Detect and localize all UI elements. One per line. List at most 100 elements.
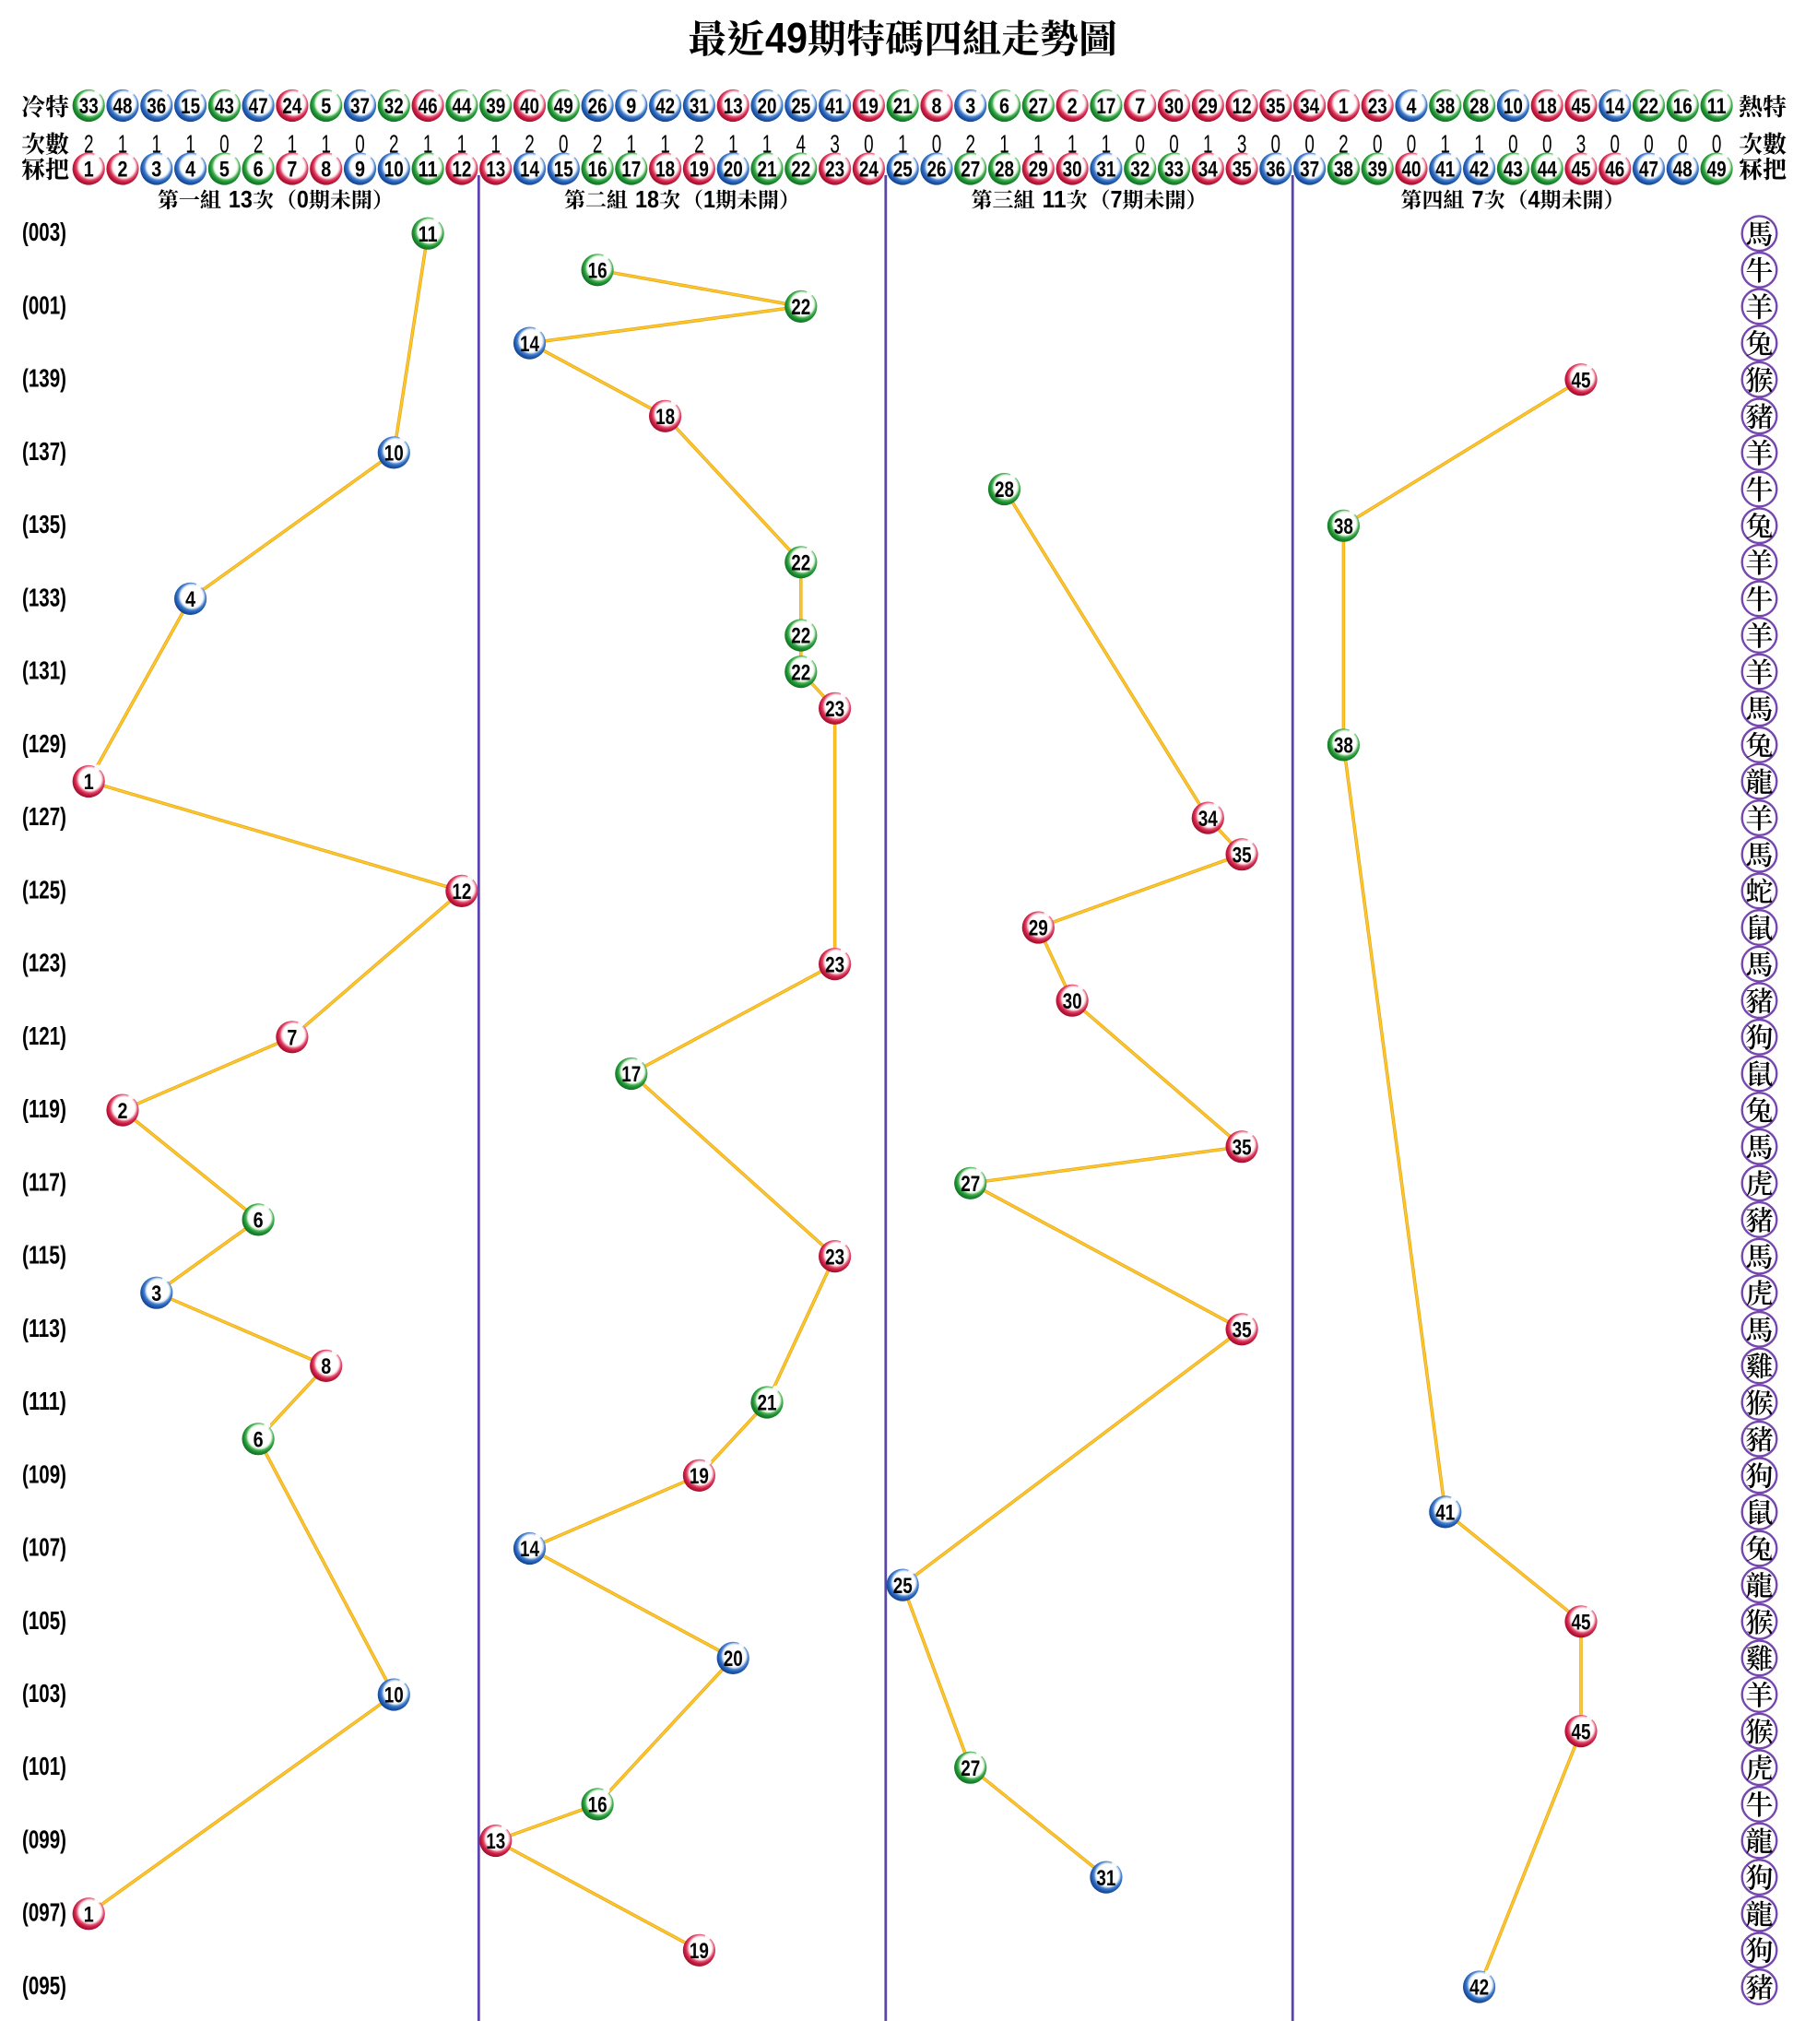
svg-text:23: 23 bbox=[825, 1245, 844, 1270]
svg-text:27: 27 bbox=[961, 1756, 980, 1781]
svg-text:44: 44 bbox=[452, 94, 472, 119]
svg-text:(139): (139) bbox=[22, 364, 66, 393]
svg-text:(101): (101) bbox=[22, 1752, 66, 1780]
svg-text:3: 3 bbox=[151, 158, 161, 183]
svg-text:1: 1 bbox=[898, 130, 908, 159]
svg-text:1: 1 bbox=[321, 130, 331, 159]
svg-text:29: 29 bbox=[1029, 916, 1048, 941]
svg-text:7: 7 bbox=[1472, 185, 1484, 213]
svg-text:1: 1 bbox=[457, 130, 467, 159]
svg-text:2: 2 bbox=[254, 130, 264, 159]
svg-text:30: 30 bbox=[1063, 158, 1082, 183]
svg-text:24: 24 bbox=[282, 94, 302, 119]
svg-text:(097): (097) bbox=[22, 1898, 66, 1927]
svg-text:1: 1 bbox=[660, 130, 670, 159]
svg-text:2: 2 bbox=[593, 130, 603, 159]
svg-text:(133): (133) bbox=[22, 583, 66, 611]
svg-text:0: 0 bbox=[297, 185, 309, 213]
svg-text:(001): (001) bbox=[22, 290, 66, 319]
svg-text:21: 21 bbox=[758, 158, 777, 183]
svg-text:2: 2 bbox=[118, 1099, 128, 1124]
svg-text:0: 0 bbox=[1373, 130, 1383, 159]
svg-text:0: 0 bbox=[219, 130, 230, 159]
svg-text:1: 1 bbox=[999, 130, 1009, 159]
svg-text:26: 26 bbox=[927, 158, 947, 183]
svg-text:16: 16 bbox=[588, 1793, 608, 1818]
svg-text:(117): (117) bbox=[22, 1167, 66, 1196]
svg-text:3: 3 bbox=[965, 94, 975, 119]
svg-text:18: 18 bbox=[655, 405, 675, 430]
svg-text:41: 41 bbox=[825, 94, 844, 119]
svg-text:1: 1 bbox=[1339, 94, 1349, 119]
svg-text:21: 21 bbox=[893, 94, 913, 119]
svg-text:13: 13 bbox=[486, 158, 505, 183]
svg-text:13: 13 bbox=[229, 185, 253, 213]
svg-text:9: 9 bbox=[626, 94, 636, 119]
svg-text:0: 0 bbox=[1712, 130, 1722, 159]
svg-text:4: 4 bbox=[1407, 94, 1418, 119]
svg-text:30: 30 bbox=[1063, 989, 1082, 1014]
svg-text:13: 13 bbox=[724, 94, 743, 119]
svg-text:35: 35 bbox=[1233, 1135, 1252, 1160]
svg-text:45: 45 bbox=[1572, 368, 1591, 393]
svg-text:19: 19 bbox=[690, 158, 709, 183]
svg-text:8: 8 bbox=[321, 158, 331, 183]
svg-text:39: 39 bbox=[1368, 158, 1387, 183]
svg-text:17: 17 bbox=[621, 1062, 641, 1087]
svg-text:15: 15 bbox=[554, 158, 573, 183]
svg-text:30: 30 bbox=[1164, 94, 1184, 119]
svg-text:4: 4 bbox=[1528, 185, 1540, 213]
svg-text:11: 11 bbox=[419, 158, 438, 183]
svg-text:22: 22 bbox=[791, 551, 810, 576]
svg-text:14: 14 bbox=[520, 332, 540, 357]
svg-text:(107): (107) bbox=[22, 1533, 66, 1562]
svg-text:47: 47 bbox=[1639, 158, 1658, 183]
svg-text:18: 18 bbox=[655, 158, 675, 183]
svg-text:10: 10 bbox=[1504, 94, 1523, 119]
svg-text:35: 35 bbox=[1266, 94, 1285, 119]
svg-text:0: 0 bbox=[1304, 130, 1315, 159]
svg-text:34: 34 bbox=[1198, 158, 1219, 183]
svg-text:23: 23 bbox=[825, 952, 844, 977]
svg-text:14: 14 bbox=[520, 158, 540, 183]
svg-text:34: 34 bbox=[1198, 807, 1219, 832]
svg-text:0: 0 bbox=[1542, 130, 1552, 159]
svg-text:22: 22 bbox=[791, 295, 810, 320]
svg-text:17: 17 bbox=[621, 158, 641, 183]
svg-text:0: 0 bbox=[1169, 130, 1179, 159]
svg-text:3: 3 bbox=[1576, 130, 1587, 159]
svg-text:(129): (129) bbox=[22, 729, 66, 758]
svg-text:28: 28 bbox=[995, 158, 1014, 183]
svg-text:5: 5 bbox=[321, 94, 331, 119]
svg-text:38: 38 bbox=[1334, 158, 1353, 183]
svg-text:14: 14 bbox=[520, 1537, 540, 1562]
svg-text:2: 2 bbox=[84, 130, 94, 159]
svg-text:0: 0 bbox=[932, 130, 942, 159]
svg-text:18: 18 bbox=[1538, 94, 1557, 119]
svg-text:25: 25 bbox=[791, 94, 810, 119]
svg-text:1: 1 bbox=[118, 130, 128, 159]
svg-text:36: 36 bbox=[1266, 158, 1285, 183]
svg-text:2: 2 bbox=[389, 130, 399, 159]
svg-text:22: 22 bbox=[1639, 94, 1658, 119]
svg-text:10: 10 bbox=[384, 442, 404, 467]
svg-text:5: 5 bbox=[219, 158, 230, 183]
svg-text:16: 16 bbox=[1673, 94, 1693, 119]
svg-text:0: 0 bbox=[1610, 130, 1621, 159]
svg-text:0: 0 bbox=[1135, 130, 1145, 159]
svg-text:19: 19 bbox=[859, 94, 879, 119]
svg-text:2: 2 bbox=[1068, 94, 1078, 119]
svg-text:4: 4 bbox=[796, 130, 807, 159]
svg-text:(109): (109) bbox=[22, 1459, 66, 1488]
svg-text:41: 41 bbox=[1435, 1501, 1455, 1526]
svg-text:7: 7 bbox=[287, 1026, 297, 1051]
svg-text:40: 40 bbox=[520, 94, 539, 119]
svg-text:1: 1 bbox=[1102, 130, 1112, 159]
svg-text:8: 8 bbox=[932, 94, 942, 119]
svg-text:45: 45 bbox=[1572, 158, 1591, 183]
svg-text:23: 23 bbox=[1368, 94, 1387, 119]
svg-text:(105): (105) bbox=[22, 1606, 66, 1635]
svg-text:25: 25 bbox=[893, 158, 913, 183]
svg-text:3: 3 bbox=[151, 1282, 161, 1306]
svg-text:1: 1 bbox=[152, 130, 162, 159]
